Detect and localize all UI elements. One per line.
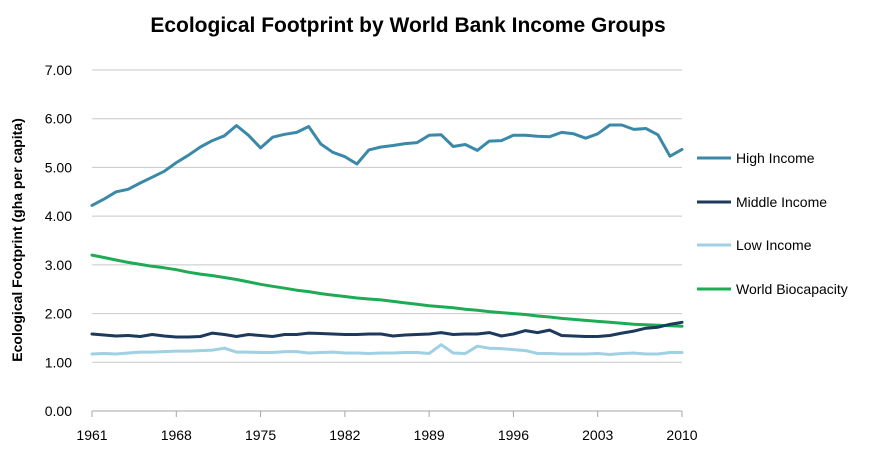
legend-item-middle-income: Middle Income [697, 194, 827, 210]
legend-item-high-income: High Income [697, 150, 815, 166]
x-tick-label: 2010 [666, 427, 697, 443]
series-line-world-biocapacity [90, 253, 684, 328]
x-tick-label: 1982 [329, 427, 360, 443]
x-tick-label: 1996 [498, 427, 529, 443]
series-line-middle-income [90, 320, 684, 339]
y-tick-label: 5.00 [45, 159, 72, 175]
y-axis-title: Ecological Footprint (gha per capita) [9, 118, 25, 361]
x-tick-label: 1975 [245, 427, 276, 443]
x-axis-ticks: 1961 1968 1975 1982 1989 1996 2003 2010 [76, 411, 698, 443]
gridlines [92, 69, 682, 363]
y-axis-ticks: 0.00 1.00 2.00 3.00 4.00 5.00 6.00 7.00 [45, 62, 72, 419]
y-tick-label: 3.00 [45, 257, 72, 273]
x-tick-label: 1968 [161, 427, 192, 443]
chart-title: Ecological Footprint by World Bank Incom… [150, 14, 665, 37]
x-tick-label: 1961 [76, 427, 107, 443]
y-tick-label: 7.00 [45, 62, 72, 78]
legend-label: Middle Income [736, 194, 827, 210]
y-tick-label: 0.00 [45, 403, 72, 419]
legend: High Income Middle Income Low Income World … [697, 150, 848, 297]
y-tick-label: 6.00 [45, 111, 72, 127]
legend-label: High Income [736, 150, 815, 166]
legend-label: Low Income [736, 237, 812, 253]
legend-item-world-biocapacity: World Biocapacity [697, 281, 848, 297]
x-tick-label: 2003 [582, 427, 613, 443]
series-line-low-income [90, 343, 684, 356]
legend-item-low-income: Low Income [697, 237, 812, 253]
y-tick-label: 1.00 [45, 354, 72, 370]
series-lines [90, 123, 684, 356]
legend-label: World Biocapacity [736, 281, 848, 297]
y-tick-label: 4.00 [45, 208, 72, 224]
x-tick-label: 1989 [414, 427, 445, 443]
series-line-high-income [90, 123, 684, 207]
y-tick-label: 2.00 [45, 306, 72, 322]
